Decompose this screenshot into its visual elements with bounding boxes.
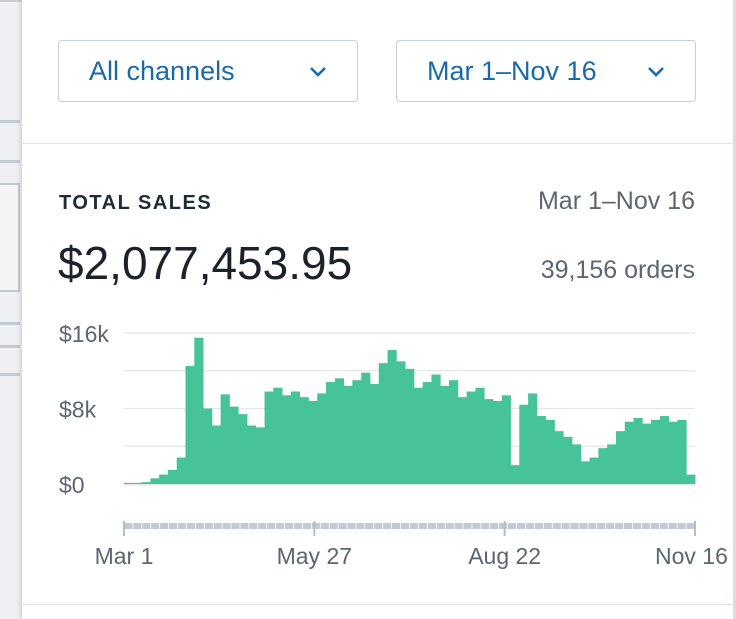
sales-bar [572, 444, 582, 484]
sales-bar [686, 474, 696, 484]
sales-bar [457, 397, 467, 484]
sales-bar [422, 382, 432, 484]
sales-bar [554, 431, 564, 484]
sales-bar [290, 391, 301, 484]
chevron-down-icon [310, 67, 326, 77]
channel-dropdown-label: All channels [89, 55, 235, 86]
sales-bar [440, 385, 450, 484]
background-line [0, 373, 20, 376]
sales-bar [492, 400, 503, 484]
sales-bar [413, 387, 424, 484]
sales-bar [159, 474, 169, 484]
x-tick-label: Aug 22 [468, 543, 541, 569]
card-date-range: Mar 1–Nov 16 [537, 187, 695, 215]
date-range-dropdown-label: Mar 1–Nov 16 [427, 55, 597, 86]
sales-bar [378, 363, 388, 484]
sales-bar [642, 423, 652, 484]
sales-panel: All channels Mar 1–Nov 16 TOTAL SALES Ma… [22, 0, 733, 619]
sales-bar [176, 457, 186, 484]
sales-bar [563, 436, 573, 484]
sales-bar [334, 378, 345, 484]
sales-bar [387, 349, 397, 484]
sales-bar [194, 337, 204, 484]
sales-bar [220, 394, 230, 484]
sales-bar [668, 421, 678, 484]
total-sales-amount: $2,077,453.95 [58, 237, 353, 289]
sales-bar [150, 478, 160, 484]
sales-bar [466, 391, 476, 484]
sales-bar [484, 399, 494, 484]
panel-right-edge [733, 0, 736, 619]
x-tick-label: May 27 [277, 543, 352, 569]
sales-chart: $0 $8k $16k Mar 1 May 27 Aug 22 Nov 16 [59, 321, 728, 569]
sales-bar [536, 416, 547, 484]
sales-bar [369, 383, 380, 484]
orders-count: 39,156 orders [540, 256, 695, 284]
section-divider [22, 143, 733, 144]
sales-bar [659, 416, 670, 484]
sales-bar [326, 382, 336, 484]
sales-bar [580, 461, 590, 484]
sales-bar [141, 482, 151, 484]
sales-bar [255, 427, 265, 484]
sales-bar [343, 385, 353, 484]
sales-bar [624, 421, 634, 484]
sales-bar [510, 465, 520, 484]
date-range-dropdown[interactable]: Mar 1–Nov 16 [396, 40, 696, 102]
sales-bar [545, 419, 555, 484]
sales-bar [238, 414, 248, 484]
sales-bar [607, 444, 617, 484]
sales-bar [598, 448, 608, 484]
background-line [0, 160, 20, 163]
background-page [0, 0, 22, 619]
sales-bar [246, 425, 257, 484]
chevron-down-icon [648, 67, 664, 77]
channel-dropdown[interactable]: All channels [58, 40, 358, 102]
sales-bar [185, 366, 195, 484]
background-box [0, 183, 20, 292]
x-tick-label: Nov 16 [655, 543, 728, 569]
y-tick-label: $16k [59, 321, 109, 347]
card-title: TOTAL SALES [59, 192, 213, 214]
sales-bar [132, 483, 142, 484]
sales-bar [361, 372, 371, 484]
x-tick-label: Mar 1 [95, 543, 154, 569]
sales-bar [589, 457, 599, 484]
sales-bar [308, 400, 318, 484]
y-tick-label: $8k [59, 397, 97, 423]
sales-bar [528, 393, 538, 484]
sales-bar [677, 419, 687, 484]
sales-bar [167, 469, 178, 484]
sales-bar [317, 393, 327, 484]
sales-bar [475, 387, 485, 484]
sales-bar [124, 483, 134, 484]
sales-bar [405, 368, 415, 484]
sales-bar [203, 408, 213, 484]
y-tick-label: $0 [59, 472, 85, 498]
sales-bar [273, 387, 283, 484]
sales-bar [211, 425, 222, 484]
sales-bar [264, 391, 274, 484]
sales-bar [449, 380, 459, 484]
sales-bar [501, 395, 511, 484]
section-divider [22, 604, 733, 605]
background-line [0, 345, 20, 348]
sales-bar [633, 417, 643, 484]
sales-bar [615, 431, 626, 484]
sales-bar [519, 404, 529, 484]
background-line [0, 120, 20, 123]
sales-bar [299, 397, 309, 484]
sales-bar [229, 406, 239, 484]
background-line [0, 322, 20, 325]
sales-bar [651, 419, 661, 484]
sales-bar [282, 395, 292, 484]
sales-bar [396, 361, 406, 484]
sales-bar [431, 374, 441, 484]
sales-bar [352, 380, 362, 484]
